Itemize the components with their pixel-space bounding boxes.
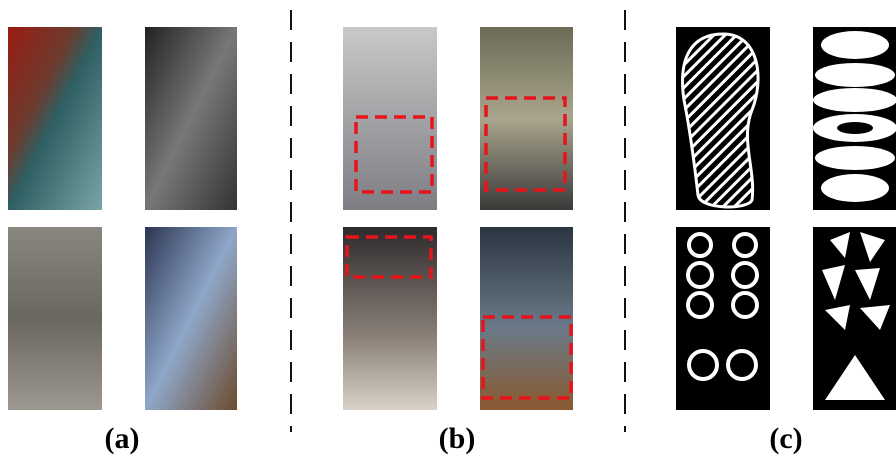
photo: [480, 27, 573, 210]
panel-b: (b): [343, 27, 573, 455]
photo: [343, 227, 437, 410]
tread-image: [676, 227, 770, 410]
panel-c: (c): [676, 27, 896, 455]
figure: (a) (b): [0, 0, 896, 456]
photo: [8, 27, 102, 210]
photo: [8, 227, 102, 410]
panel-label: (b): [439, 422, 476, 455]
panel-a: (a): [8, 27, 237, 455]
photo: [145, 27, 237, 210]
panel-label: (a): [105, 422, 140, 455]
panel-label: (c): [769, 422, 802, 455]
photo: [145, 227, 237, 410]
